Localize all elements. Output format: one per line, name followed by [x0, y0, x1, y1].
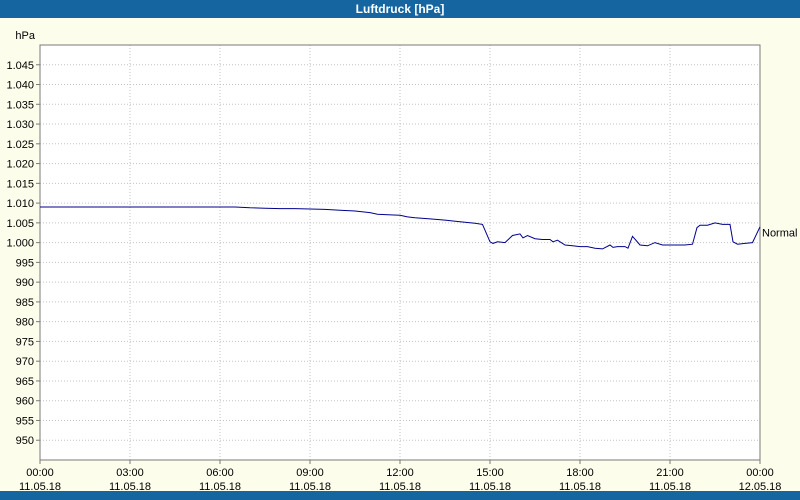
svg-text:1.035: 1.035 — [6, 99, 34, 111]
svg-text:11.05.18: 11.05.18 — [379, 481, 421, 493]
svg-text:11.05.18: 11.05.18 — [649, 481, 691, 493]
svg-text:1.045: 1.045 — [6, 60, 34, 72]
svg-text:1.005: 1.005 — [6, 218, 34, 230]
svg-text:18:00: 18:00 — [566, 467, 594, 479]
svg-text:1.025: 1.025 — [6, 139, 34, 151]
svg-text:11.05.18: 11.05.18 — [469, 481, 511, 493]
svg-text:11.05.18: 11.05.18 — [199, 481, 241, 493]
svg-text:980: 980 — [16, 317, 34, 329]
chart-title: Luftdruck [hPa] — [355, 2, 445, 16]
svg-text:990: 990 — [16, 277, 34, 289]
svg-text:985: 985 — [16, 297, 34, 309]
svg-text:15:00: 15:00 — [476, 467, 504, 479]
svg-text:00:00: 00:00 — [746, 467, 774, 479]
svg-text:12:00: 12:00 — [386, 467, 414, 479]
svg-text:11.05.18: 11.05.18 — [19, 481, 61, 493]
svg-text:965: 965 — [16, 376, 34, 388]
svg-text:1.015: 1.015 — [6, 178, 34, 190]
svg-text:hPa: hPa — [15, 30, 35, 42]
svg-text:03:00: 03:00 — [116, 467, 144, 479]
svg-text:1.030: 1.030 — [6, 119, 34, 131]
svg-text:960: 960 — [16, 396, 34, 408]
chart-title-bar: Luftdruck [hPa] — [0, 0, 800, 18]
svg-text:06:00: 06:00 — [206, 467, 234, 479]
svg-text:11.05.18: 11.05.18 — [109, 481, 151, 493]
svg-text:1.010: 1.010 — [6, 198, 34, 210]
svg-text:1.040: 1.040 — [6, 80, 34, 92]
svg-text:12.05.18: 12.05.18 — [739, 481, 782, 493]
svg-text:1.020: 1.020 — [6, 159, 34, 171]
svg-text:995: 995 — [16, 257, 34, 269]
svg-text:00:00: 00:00 — [26, 467, 54, 479]
svg-text:Normal: Normal — [762, 228, 797, 240]
svg-text:09:00: 09:00 — [296, 467, 324, 479]
svg-text:975: 975 — [16, 336, 34, 348]
svg-text:11.05.18: 11.05.18 — [559, 481, 601, 493]
svg-text:11.05.18: 11.05.18 — [289, 481, 331, 493]
svg-text:970: 970 — [16, 356, 34, 368]
bottom-status-bar — [0, 491, 800, 500]
svg-text:1.000: 1.000 — [6, 238, 34, 250]
svg-text:955: 955 — [16, 415, 34, 427]
svg-text:950: 950 — [16, 435, 34, 447]
svg-text:21:00: 21:00 — [656, 467, 684, 479]
